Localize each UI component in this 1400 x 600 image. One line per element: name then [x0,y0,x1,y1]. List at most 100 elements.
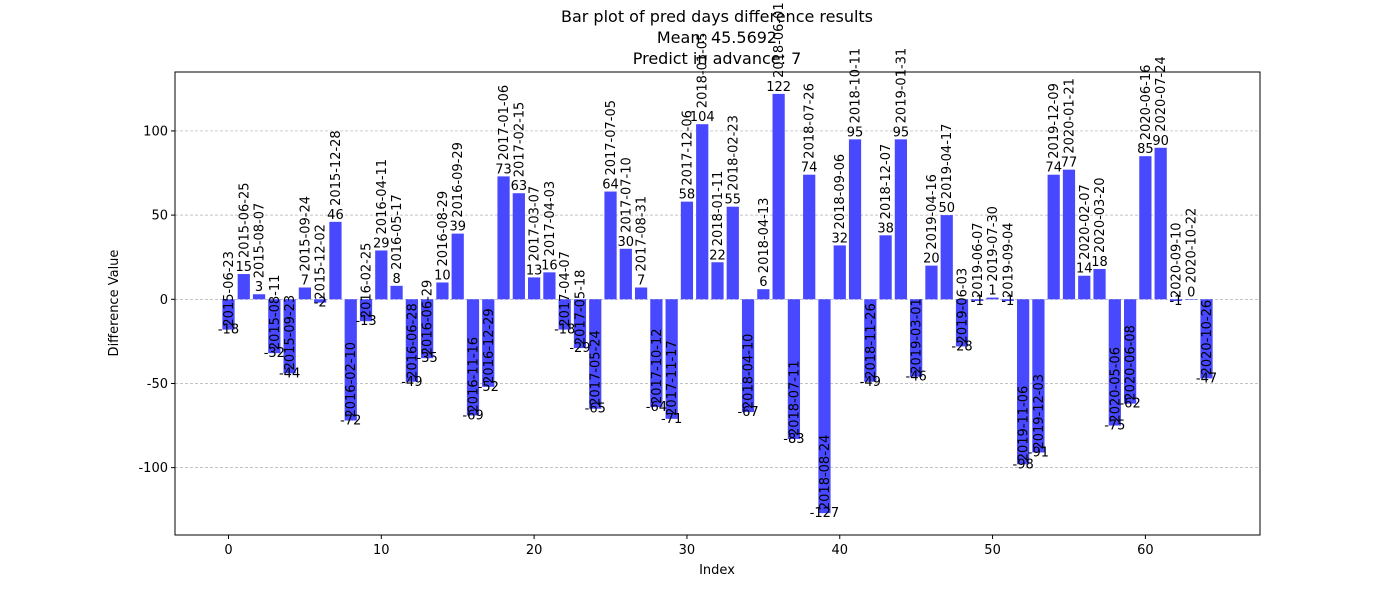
bar [955,299,969,347]
bar-value-label: 50 [938,201,955,216]
bar-value-label: -18 [218,323,239,338]
bar [421,299,434,359]
bar [741,299,755,413]
bar [1001,299,1014,301]
bar [864,299,877,382]
bar-value-label: 8 [392,272,400,287]
bar-value-label: -91 [1028,446,1049,461]
chart-title-line-3: Predict in advance: 7 [633,49,802,68]
bar-date-label: 2018-10-11 [849,48,864,124]
bar [558,299,571,330]
bar-date-label: 2017-05-24 [589,330,604,406]
bar-value-label: 3 [255,280,263,295]
bar-date-label: 2018-02-23 [726,115,741,191]
bar-value-label: 29 [373,236,390,251]
bar-date-label: 2017-05-18 [573,270,588,346]
bar-value-label: 95 [893,125,910,140]
bar [1169,299,1183,301]
x-tick-label: 60 [1137,543,1154,558]
bar [971,299,984,301]
bar-value-label: -67 [737,405,758,420]
bar-date-label: 2015-09-23 [283,295,298,371]
bar-date-label: 2016-06-28 [405,303,420,379]
bar-date-label: 2020-10-26 [1200,300,1215,376]
bar-date-label: 2016-04-11 [375,159,390,235]
bar-value-label: -75 [1104,419,1125,434]
bar-value-label: -2 [314,296,327,311]
bar-value-label: 13 [526,263,543,278]
bar-value-label: 38 [877,221,894,236]
bar [1200,299,1213,379]
bar-value-label: 73 [495,162,512,177]
bar [604,191,617,300]
bar [237,274,250,300]
bar-date-label: 2019-07-30 [986,206,1001,282]
bar-value-label: 122 [766,80,791,95]
bar [696,124,709,300]
x-tick-label: 40 [831,543,848,558]
bar-date-label: 2015-08-07 [253,203,268,279]
bar [268,299,281,354]
bar-value-label: 74 [1045,161,1062,176]
bar [375,250,388,300]
bar [1185,299,1198,300]
bar-value-label: -49 [401,375,422,390]
bar [925,265,938,300]
bar-value-label: -49 [860,375,881,390]
bar-date-label: 2020-06-16 [1139,65,1154,141]
bar [879,235,892,300]
y-tick-label: -50 [147,377,168,392]
bar [726,206,739,300]
bar [787,299,801,440]
bar-value-label: 85 [1137,142,1154,157]
bar [283,299,296,374]
bar-date-label: 2020-09-10 [1169,222,1184,298]
bar-value-label: -18 [554,323,575,338]
bar-value-label: 10 [434,268,451,283]
bar [650,299,663,408]
bar-value-label: -47 [1196,371,1217,386]
bar [252,294,266,300]
bar-value-label: -69 [462,408,483,423]
bar-value-label: -1 [1169,294,1182,309]
x-tick-label: 0 [224,543,232,558]
bar-date-label: 2020-02-07 [1078,184,1093,260]
bar [222,299,235,330]
bar [314,299,327,303]
bar-value-label: -127 [810,506,840,521]
bar-value-label: 7 [301,274,309,289]
bar-date-label: 2018-01-11 [711,171,726,247]
bar-date-label: 2015-09-24 [298,196,313,272]
bar-value-label: 15 [235,260,252,275]
bar [894,139,907,300]
bar [1139,156,1152,300]
bar-value-label: 1 [988,284,996,299]
bar [390,285,403,300]
bar [405,299,418,382]
bar-date-label: 2020-07-24 [1154,56,1169,132]
bar [573,299,587,349]
bar-date-label: 2017-07-05 [604,100,619,176]
bar [1062,169,1076,300]
bar [466,299,480,416]
bar-date-label: 2018-08-24 [818,435,833,511]
bar-value-label: -83 [783,432,804,447]
x-axis: 0 10 20 30 40 50 60 [224,535,1154,558]
bar-date-label: 2016-02-10 [344,342,359,418]
bar [848,139,862,300]
bar [1032,299,1045,453]
bar [482,299,495,387]
bar-value-label: 16 [541,258,558,273]
bar-date-label: 2017-11-17 [665,340,680,416]
bar [1108,299,1121,426]
bar [1047,174,1060,300]
bar [436,282,449,300]
x-tick-label: 20 [526,543,543,558]
bar [634,287,648,300]
bar-date-label: 2019-12-03 [1032,374,1047,450]
bar-date-label: 2015-06-23 [222,251,237,327]
bar-date-label: 2019-01-31 [894,48,909,124]
y-tick-label: 0 [160,293,168,308]
bar [543,272,556,300]
bar [497,176,510,300]
